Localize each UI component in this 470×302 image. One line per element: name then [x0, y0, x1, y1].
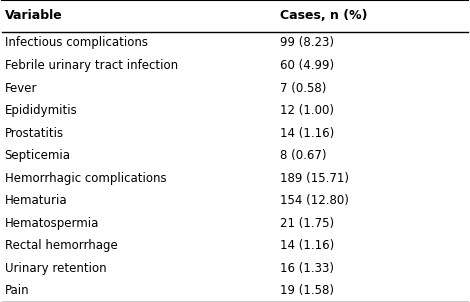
Text: Urinary retention: Urinary retention — [5, 262, 106, 275]
Text: Prostatitis: Prostatitis — [5, 127, 64, 140]
Text: Infectious complications: Infectious complications — [5, 37, 148, 50]
Text: Fever: Fever — [5, 82, 37, 95]
Text: 14 (1.16): 14 (1.16) — [280, 127, 334, 140]
Text: 7 (0.58): 7 (0.58) — [280, 82, 326, 95]
Text: Septicemia: Septicemia — [5, 149, 70, 162]
Text: Febrile urinary tract infection: Febrile urinary tract infection — [5, 59, 178, 72]
Text: 16 (1.33): 16 (1.33) — [280, 262, 334, 275]
Text: Hemorrhagic complications: Hemorrhagic complications — [5, 172, 166, 185]
Text: Hematuria: Hematuria — [5, 194, 67, 207]
Text: 21 (1.75): 21 (1.75) — [280, 217, 334, 230]
Text: 19 (1.58): 19 (1.58) — [280, 284, 334, 297]
Text: 99 (8.23): 99 (8.23) — [280, 37, 334, 50]
Text: Pain: Pain — [5, 284, 29, 297]
Text: 12 (1.00): 12 (1.00) — [280, 104, 334, 117]
Text: 14 (1.16): 14 (1.16) — [280, 239, 334, 252]
Text: Rectal hemorrhage: Rectal hemorrhage — [5, 239, 118, 252]
Text: 154 (12.80): 154 (12.80) — [280, 194, 349, 207]
Text: 189 (15.71): 189 (15.71) — [280, 172, 349, 185]
Text: 60 (4.99): 60 (4.99) — [280, 59, 334, 72]
Text: 8 (0.67): 8 (0.67) — [280, 149, 326, 162]
Text: Epididymitis: Epididymitis — [5, 104, 78, 117]
Text: Cases, n (%): Cases, n (%) — [280, 9, 367, 22]
Text: Hematospermia: Hematospermia — [5, 217, 99, 230]
Text: Variable: Variable — [5, 9, 63, 22]
